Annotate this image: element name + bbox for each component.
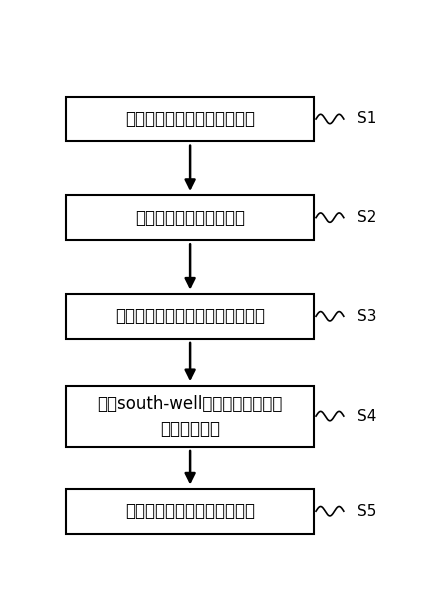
Text: S1: S1 [357, 112, 376, 126]
FancyBboxPatch shape [66, 195, 314, 240]
FancyBboxPatch shape [66, 294, 314, 339]
Text: S5: S5 [357, 504, 376, 518]
Text: S4: S4 [357, 409, 376, 423]
Text: 飞机壁板热屈曲变形测试: 飞机壁板热屈曲变形测试 [135, 209, 245, 227]
Text: 采用south-well法分析飞机壁板热
屈曲临界温度: 采用south-well法分析飞机壁板热 屈曲临界温度 [97, 395, 283, 437]
Text: 飞机壁板热屈曲变形试验结果分析: 飞机壁板热屈曲变形试验结果分析 [115, 307, 265, 325]
Text: S3: S3 [357, 309, 376, 324]
Text: 飞机壁板热屈曲临界温度分析: 飞机壁板热屈曲临界温度分析 [125, 502, 255, 520]
Text: S2: S2 [357, 210, 376, 225]
FancyBboxPatch shape [66, 97, 314, 142]
FancyBboxPatch shape [66, 386, 314, 447]
Text: 飞机壁板整体建模与数值分析: 飞机壁板整体建模与数值分析 [125, 110, 255, 128]
FancyBboxPatch shape [66, 489, 314, 534]
